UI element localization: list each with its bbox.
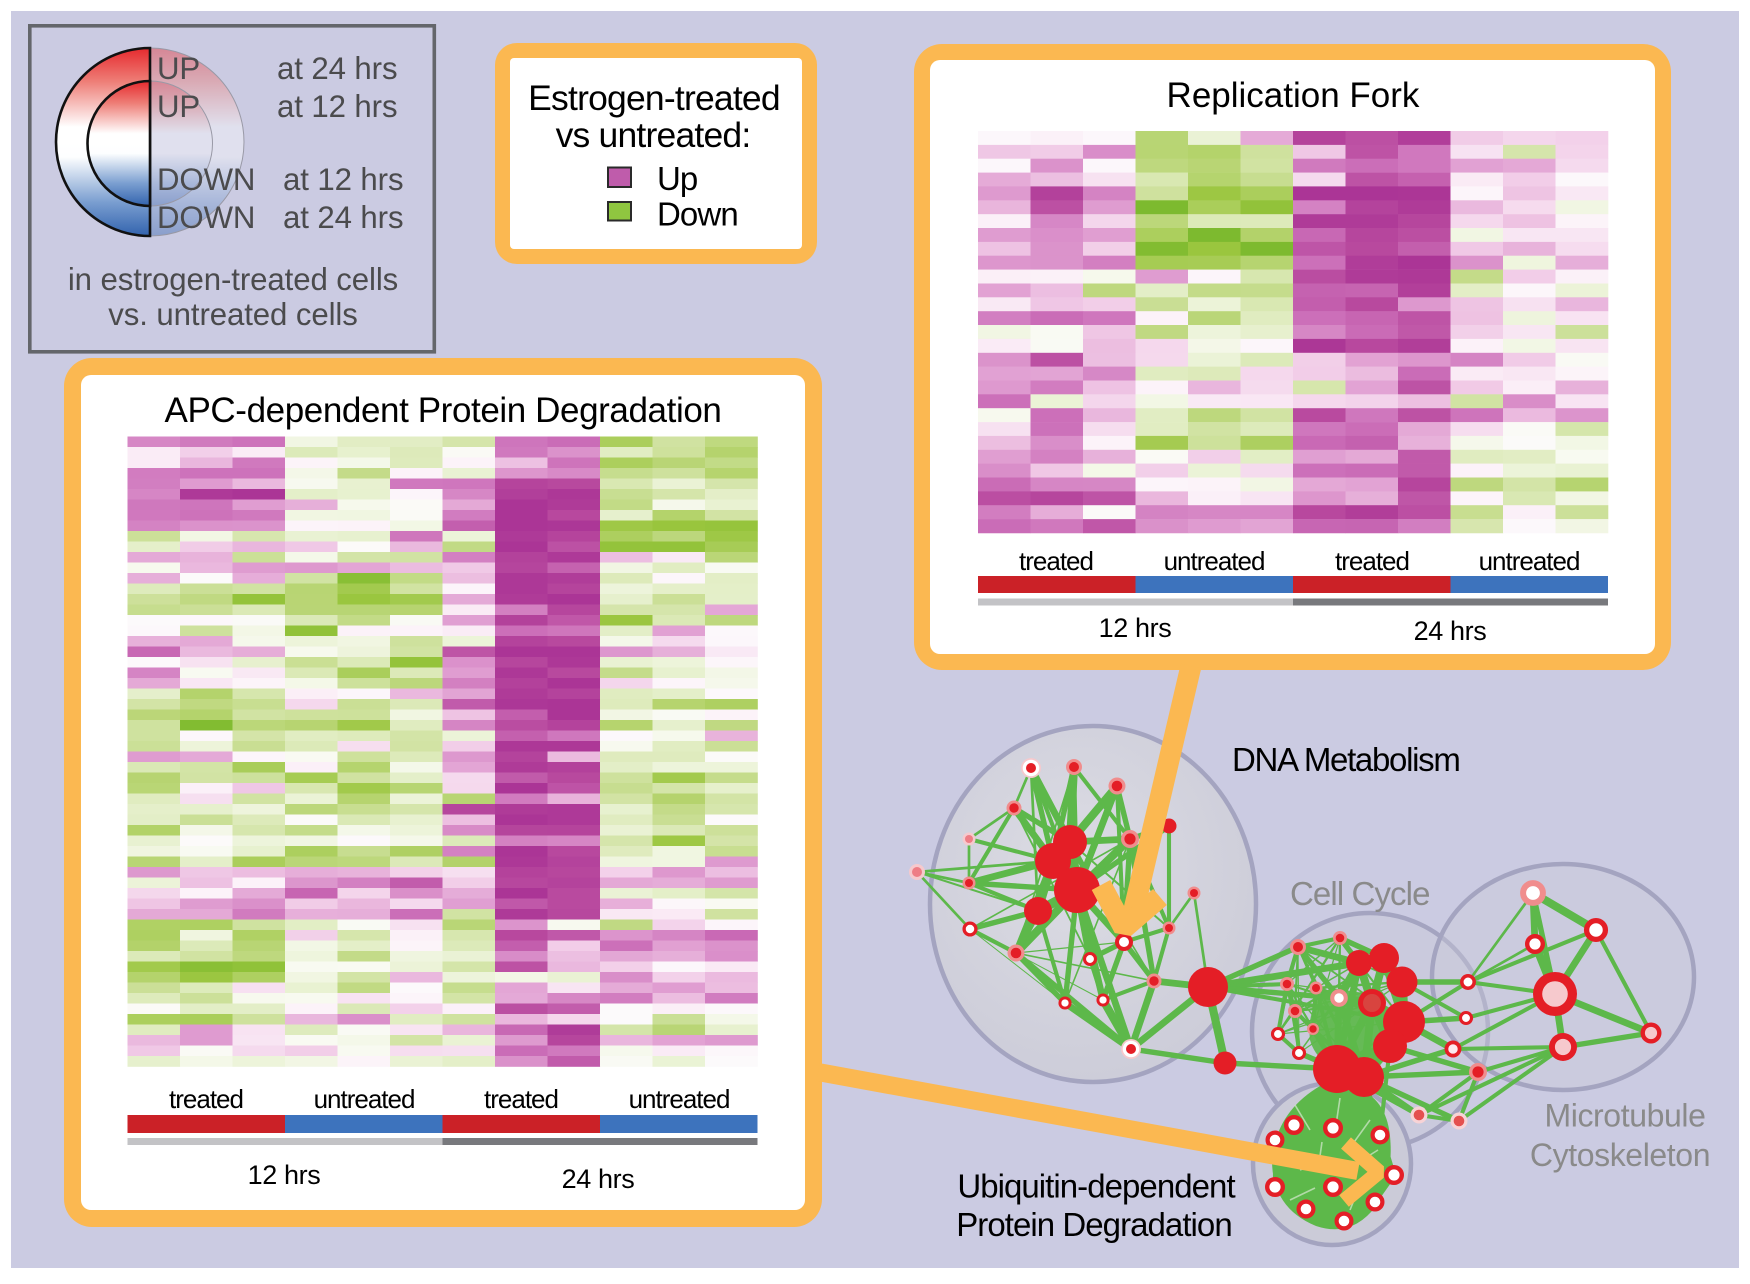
- svg-text:12 hrs: 12 hrs: [248, 1160, 321, 1190]
- svg-text:24 hrs: 24 hrs: [562, 1164, 635, 1194]
- svg-text:APC-dependent Protein Degradat: APC-dependent Protein Degradation: [165, 391, 722, 430]
- svg-text:UP: UP: [157, 89, 200, 124]
- svg-text:Ubiquitin-dependent: Ubiquitin-dependent: [957, 1168, 1235, 1205]
- svg-text:in estrogen-treated cells: in estrogen-treated cells: [68, 262, 398, 297]
- svg-text:at 12 hrs: at 12 hrs: [277, 89, 397, 124]
- svg-text:untreated: untreated: [1479, 546, 1580, 576]
- svg-text:Protein Degradation: Protein Degradation: [956, 1206, 1231, 1243]
- svg-text:UP: UP: [157, 51, 200, 86]
- svg-text:treated: treated: [1019, 546, 1093, 576]
- svg-text:at 24 hrs: at 24 hrs: [283, 200, 403, 235]
- svg-text:at 12 hrs: at 12 hrs: [283, 162, 403, 197]
- svg-text:Microtubule: Microtubule: [1544, 1098, 1705, 1134]
- svg-text:Cell Cycle: Cell Cycle: [1290, 875, 1430, 912]
- svg-text:Replication Fork: Replication Fork: [1167, 76, 1420, 115]
- svg-text:12 hrs: 12 hrs: [1099, 613, 1172, 643]
- svg-text:Estrogen-treated: Estrogen-treated: [528, 78, 780, 118]
- svg-text:DNA Metabolism: DNA Metabolism: [1232, 741, 1460, 778]
- svg-text:Down: Down: [657, 196, 738, 233]
- svg-text:untreated: untreated: [314, 1084, 415, 1114]
- svg-text:Cytoskeleton: Cytoskeleton: [1530, 1137, 1710, 1173]
- svg-text:at 24 hrs: at 24 hrs: [277, 51, 397, 86]
- svg-text:treated: treated: [484, 1084, 558, 1114]
- svg-text:DOWN: DOWN: [157, 200, 255, 235]
- svg-text:treated: treated: [1335, 546, 1409, 576]
- svg-text:24 hrs: 24 hrs: [1414, 616, 1487, 646]
- svg-text:untreated: untreated: [629, 1084, 730, 1114]
- svg-text:Up: Up: [657, 160, 697, 197]
- svg-text:vs. untreated cells: vs. untreated cells: [108, 297, 357, 332]
- svg-text:vs untreated:: vs untreated:: [556, 115, 751, 155]
- svg-text:untreated: untreated: [1164, 546, 1265, 576]
- svg-text:DOWN: DOWN: [157, 162, 255, 197]
- svg-text:treated: treated: [169, 1084, 243, 1114]
